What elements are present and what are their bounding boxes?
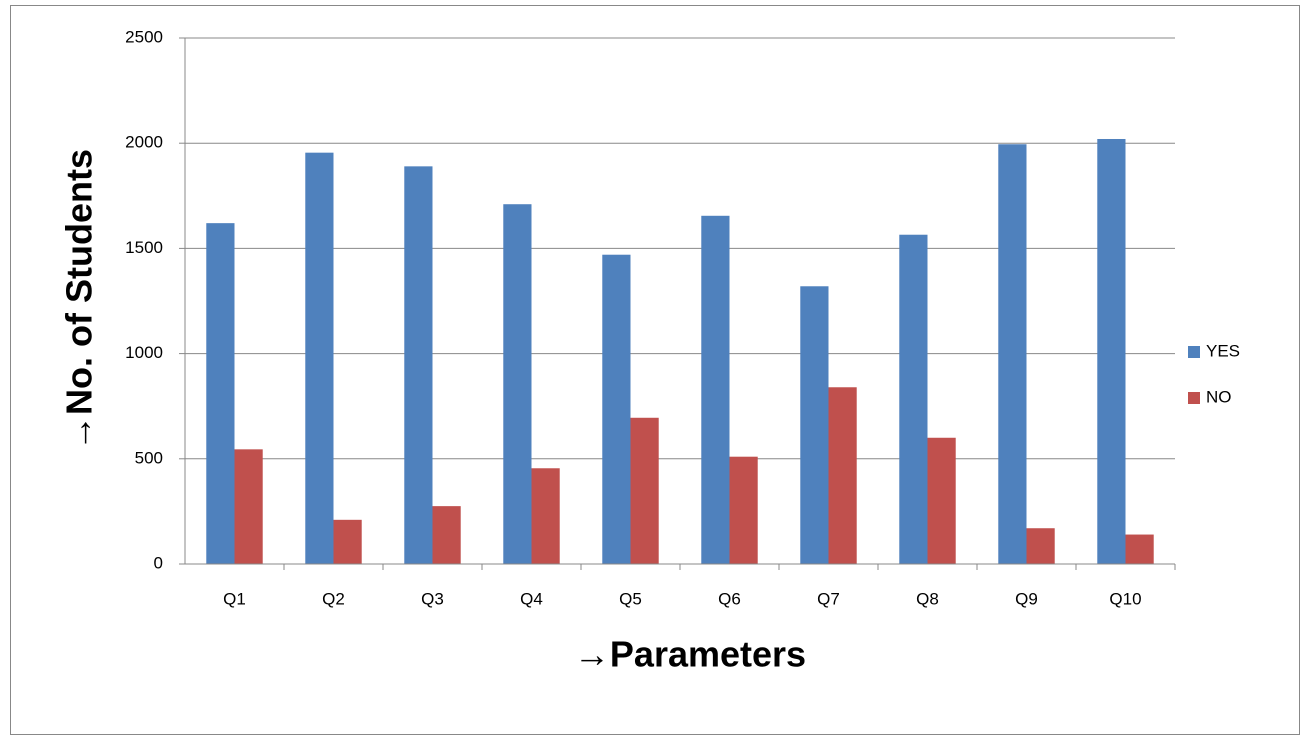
x-tick-label: Q7 — [817, 589, 840, 608]
x-tick-label: Q2 — [322, 589, 345, 608]
bar — [1026, 528, 1055, 564]
x-tick-label: Q3 — [421, 589, 444, 608]
bar — [729, 456, 758, 564]
x-tick-label: Q10 — [1109, 589, 1141, 608]
legend-label: YES — [1206, 341, 1240, 360]
bar — [998, 144, 1027, 564]
x-tick-label: Q1 — [223, 589, 246, 608]
bar — [404, 166, 433, 564]
bar — [630, 417, 659, 564]
bar — [1097, 138, 1126, 564]
bar — [234, 449, 263, 564]
x-tick-label: Q9 — [1015, 589, 1038, 608]
legend-swatch — [1188, 346, 1200, 358]
bar — [701, 215, 730, 564]
y-tick-label: 500 — [135, 448, 163, 467]
y-tick-label: 2000 — [125, 133, 163, 152]
bar — [899, 234, 928, 564]
y-axis-title: →No. of Students — [59, 149, 100, 451]
bar — [828, 387, 857, 564]
bar — [432, 506, 461, 564]
y-tick-label: 1500 — [125, 238, 163, 257]
bar — [503, 204, 532, 564]
bar — [602, 254, 631, 564]
bar — [305, 152, 334, 564]
x-tick-label: Q5 — [619, 589, 642, 608]
legend-label: NO — [1206, 387, 1232, 406]
x-tick-label: Q4 — [520, 589, 543, 608]
x-tick-label: Q6 — [718, 589, 741, 608]
legend-swatch — [1188, 392, 1200, 404]
y-tick-label: 1000 — [125, 343, 163, 362]
bar — [1125, 534, 1154, 564]
y-tick-label: 2500 — [125, 27, 163, 46]
bar — [927, 437, 956, 564]
y-tick-label: 0 — [154, 553, 163, 572]
x-tick-label: Q8 — [916, 589, 939, 608]
bar — [206, 223, 235, 565]
bar — [531, 468, 560, 564]
bar — [800, 286, 829, 564]
x-axis-title: →Parameters — [574, 634, 806, 675]
bar — [333, 519, 362, 564]
